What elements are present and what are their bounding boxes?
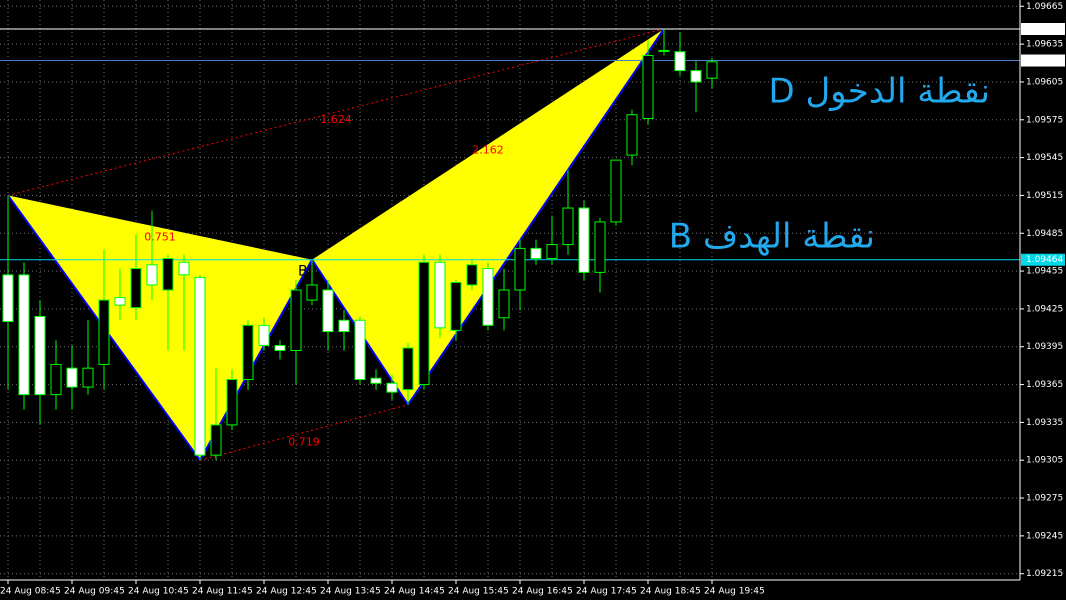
candle-body xyxy=(338,319,350,333)
price-label: 1.09464 xyxy=(1026,255,1063,265)
candle-body xyxy=(258,324,270,346)
x-tick-label: 24 Aug 08:45 xyxy=(0,587,61,597)
price-label-bg xyxy=(1021,54,1065,67)
y-tick-label: 1.09215 xyxy=(1026,569,1063,579)
candle-body xyxy=(402,347,414,391)
candle-body xyxy=(178,261,190,276)
candle-body xyxy=(466,264,478,286)
candles xyxy=(2,29,718,461)
candle-body xyxy=(642,54,654,120)
y-tick-label: 1.09425 xyxy=(1026,304,1063,314)
y-tick-label: 1.09335 xyxy=(1026,418,1063,428)
y-tick-label: 1.09635 xyxy=(1026,40,1063,50)
pattern-triangle xyxy=(312,29,664,405)
x-tick-label: 24 Aug 17:45 xyxy=(576,587,637,597)
candle-body xyxy=(210,424,222,456)
candle-body xyxy=(386,382,398,393)
candle-body xyxy=(594,221,606,273)
y-tick-label: 1.09455 xyxy=(1026,267,1063,277)
y-tick-label: 1.09515 xyxy=(1026,191,1063,201)
candle-body xyxy=(2,274,14,323)
x-tick-label: 24 Aug 18:45 xyxy=(640,587,701,597)
candle-body xyxy=(194,276,206,456)
candle-body xyxy=(98,299,110,365)
price-label: 1.09622 xyxy=(1026,56,1063,66)
y-tick-label: 1.09245 xyxy=(1026,531,1063,541)
candle-body xyxy=(562,207,574,246)
y-tick-label: 1.09545 xyxy=(1026,153,1063,163)
candle-body xyxy=(322,289,334,333)
candle-body xyxy=(82,367,94,388)
ratio-label: 1.624 xyxy=(320,113,352,126)
candle-body xyxy=(114,297,126,306)
annotation: D نقطة الدخول xyxy=(768,72,990,112)
candle-body xyxy=(162,257,174,291)
price-label-bg xyxy=(1021,253,1065,266)
point-label: B xyxy=(298,264,308,280)
price-label: 1.09647 xyxy=(1026,25,1063,35)
candle-body xyxy=(18,274,30,396)
candle-body xyxy=(146,264,158,286)
candle-body xyxy=(130,268,142,309)
candle-body xyxy=(274,344,286,352)
pattern-leg xyxy=(407,28,665,406)
y-tick-label: 1.09395 xyxy=(1026,342,1063,352)
candle-body xyxy=(66,367,78,388)
y-tick-label: 1.09365 xyxy=(1026,380,1063,390)
candle-body xyxy=(434,261,446,329)
candle-body xyxy=(690,70,702,83)
candle-body xyxy=(658,49,670,52)
x-tick-label: 24 Aug 13:45 xyxy=(320,587,381,597)
candle-body xyxy=(418,261,430,386)
ratio-label: 2.162 xyxy=(472,143,504,156)
ratio-line xyxy=(199,404,409,461)
candle-body xyxy=(370,377,382,384)
x-tick-label: 24 Aug 16:45 xyxy=(512,587,573,597)
x-tick-label: 24 Aug 09:45 xyxy=(64,587,125,597)
candle-body xyxy=(514,247,526,291)
candle-body xyxy=(450,281,462,331)
candle-body xyxy=(674,51,686,72)
candle-body xyxy=(546,244,558,259)
annotation: B نقطة الهدف xyxy=(669,217,875,257)
candle-body xyxy=(242,324,254,381)
candle-body xyxy=(50,363,62,396)
ratio-label: 0.751 xyxy=(144,231,176,244)
y-tick-label: 1.09275 xyxy=(1026,494,1063,504)
price-label-bg xyxy=(1021,23,1065,35)
y-tick-label: 1.09665 xyxy=(1026,2,1063,12)
x-tick-label: 24 Aug 19:45 xyxy=(704,587,765,597)
candle-body xyxy=(530,247,542,259)
candle-body xyxy=(226,379,238,426)
candle-body xyxy=(610,159,622,223)
x-tick-label: 24 Aug 14:45 xyxy=(384,587,445,597)
x-tick-label: 24 Aug 12:45 xyxy=(256,587,317,597)
candle-body xyxy=(626,114,638,156)
x-tick-label: 24 Aug 11:45 xyxy=(192,587,253,597)
candle-body xyxy=(354,319,366,381)
x-tick-label: 24 Aug 10:45 xyxy=(128,587,189,597)
y-tick-label: 1.09485 xyxy=(1026,229,1063,239)
candle-body xyxy=(482,268,494,326)
x-tick-label: 24 Aug 15:45 xyxy=(448,587,509,597)
candle-body xyxy=(578,207,590,273)
candle-body xyxy=(706,61,718,79)
candle-body xyxy=(34,315,46,396)
y-tick-label: 1.09605 xyxy=(1026,77,1063,87)
y-tick-label: 1.09305 xyxy=(1026,456,1063,466)
candle-body xyxy=(306,284,318,301)
candle-body xyxy=(498,289,510,319)
ratio-label: 0.719 xyxy=(288,435,320,448)
candle-body xyxy=(290,289,302,352)
y-tick-label: 1.09575 xyxy=(1026,115,1063,125)
